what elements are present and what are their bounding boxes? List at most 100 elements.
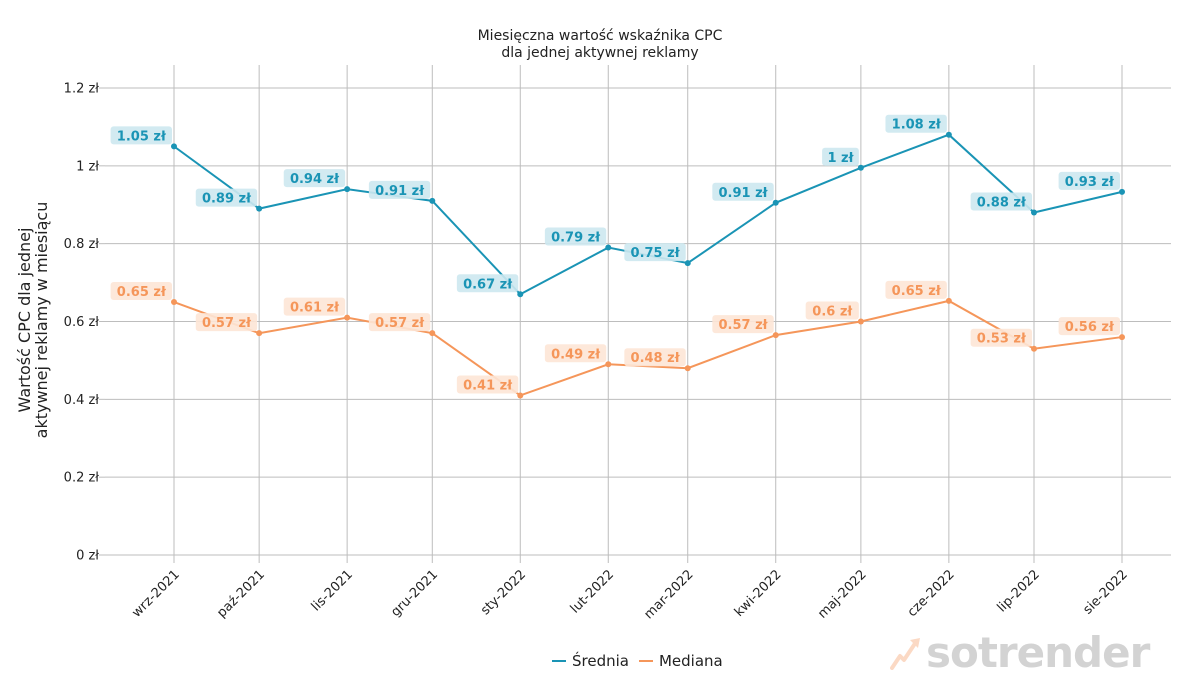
data-label-text: 0.65 zł <box>117 285 167 300</box>
data-label-mediana: 0.57 zł <box>368 313 431 332</box>
data-point-mediana <box>1119 334 1125 341</box>
data-label-text: 0.61 zł <box>290 301 340 316</box>
data-label-srednia: 0.75 zł <box>624 243 686 262</box>
data-label-mediana: 0.61 zł <box>283 297 346 316</box>
data-label-text: 1 zł <box>827 151 854 166</box>
data-label-text: 0.94 zł <box>290 172 340 187</box>
data-label-text: 0.67 zł <box>463 277 513 292</box>
data-point-srednia <box>344 186 351 193</box>
data-label-text: 0.65 zł <box>892 284 942 299</box>
data-label-mediana: 0.6 zł <box>805 301 859 320</box>
data-point-srednia <box>429 197 436 204</box>
data-label-bg <box>885 280 947 299</box>
y-axis-label-line: aktywnej reklamy w miesiącu <box>32 202 51 439</box>
x-tick-label: wrz-2021 <box>129 567 182 620</box>
data-label-text: 0.89 zł <box>202 192 252 207</box>
data-label-bg <box>1058 317 1120 336</box>
data-label-bg <box>1058 171 1120 190</box>
data-label-bg <box>456 375 519 394</box>
data-point-srednia <box>684 260 691 267</box>
data-point-srednia <box>605 244 612 251</box>
y-axis-label-line: Wartość CPC dla jednej <box>15 228 34 413</box>
data-label-bg <box>368 313 431 332</box>
data-point-mediana <box>857 318 864 325</box>
data-label-mediana: 0.65 zł <box>110 282 172 301</box>
sotrender-logo: sotrender <box>890 628 1150 677</box>
trend-arrow-icon <box>890 637 920 670</box>
legend-label-srednia: Średnia <box>572 652 629 670</box>
data-label-srednia: 1.08 zł <box>885 114 947 133</box>
data-label-bg <box>195 313 258 332</box>
data-label-text: 0.56 zł <box>1065 320 1115 335</box>
data-label-bg <box>822 147 859 166</box>
data-label-bg <box>110 282 172 301</box>
data-label-text: 0.88 zł <box>977 196 1027 211</box>
data-label-bg <box>195 188 258 207</box>
x-tick-label: maj-2022 <box>815 567 869 621</box>
data-point-srednia <box>256 205 263 212</box>
data-label-srednia: 0.94 zł <box>283 169 346 188</box>
x-tick-label: lis-2021 <box>309 567 356 614</box>
gridlines <box>105 65 1171 563</box>
data-labels: 1.05 zł 0.89 zł 0.94 zł 0.91 zł 0.67 zł 0.79 … <box>110 114 1120 394</box>
data-label-srednia: 1.05 zł <box>110 126 172 145</box>
x-tick-label: sty-2022 <box>478 567 529 618</box>
data-label-mediana: 0.65 zł <box>885 280 947 299</box>
data-label-bg <box>624 348 686 367</box>
data-label-bg <box>805 301 859 320</box>
logo-text: sotrender <box>926 628 1150 677</box>
series-line-mediana <box>173 299 1123 397</box>
legend-item-srednia[interactable]: Średnia <box>552 652 629 670</box>
data-label-bg <box>970 328 1033 347</box>
y-tick-label: 0.4 zł <box>64 393 100 408</box>
x-tick-label: cze-2022 <box>905 567 958 620</box>
y-tick-label: 1.2 zł <box>64 82 100 97</box>
data-label-text: 0.57 zł <box>719 318 769 333</box>
data-label-mediana: 0.53 zł <box>970 328 1033 347</box>
data-label-mediana: 0.56 zł <box>1058 317 1120 336</box>
data-label-srednia: 0.88 zł <box>970 192 1033 211</box>
data-point-srednia <box>945 131 952 138</box>
y-tick-label: 0.8 zł <box>64 237 100 252</box>
data-point-mediana <box>256 330 263 337</box>
data-label-bg <box>110 126 172 145</box>
legend-item-mediana[interactable]: Mediana <box>638 652 723 670</box>
data-label-srednia: 0.91 zł <box>368 180 431 199</box>
y-tick-label: 0.6 zł <box>64 315 100 330</box>
x-tick-label: sie-2022 <box>1081 567 1131 617</box>
legend-swatch-mediana <box>638 660 653 662</box>
data-label-text: 0.91 zł <box>719 186 769 201</box>
data-label-bg <box>970 192 1033 211</box>
data-label-bg <box>456 274 519 293</box>
data-point-mediana <box>605 361 612 368</box>
data-label-bg <box>624 243 686 262</box>
x-tick-label: lip-2022 <box>995 567 1043 615</box>
data-point-srednia <box>857 164 864 171</box>
data-point-mediana <box>429 330 436 337</box>
data-point-mediana <box>344 314 351 321</box>
data-label-bg <box>544 344 607 363</box>
legend-label-mediana: Mediana <box>658 652 723 670</box>
data-label-mediana: 0.49 zł <box>544 344 607 363</box>
data-label-text: 0.57 zł <box>202 316 252 331</box>
data-label-text: 0.41 zł <box>463 378 513 393</box>
data-label-text: 1.08 zł <box>892 118 942 133</box>
x-tick-label: gru-2021 <box>388 567 441 620</box>
data-label-mediana: 0.57 zł <box>195 313 258 332</box>
chart-title-line: Miesięczna wartość wskaźnika CPC <box>478 28 723 44</box>
x-tick-label: paź-2021 <box>214 567 268 621</box>
data-label-text: 0.93 zł <box>1065 175 1115 190</box>
y-axis-ticks: 0 zł 0.2 zł 0.4 zł 0.6 zł 0.8 zł 1 zł 1.2 zł <box>64 82 105 564</box>
data-label-text: 0.75 zł <box>631 246 681 261</box>
data-label-bg <box>368 180 431 199</box>
y-tick-label: 1 zł <box>76 159 99 174</box>
data-label-text: 0.57 zł <box>375 316 425 331</box>
x-tick-label: kwi-2022 <box>732 567 785 620</box>
x-tick-label: lut-2022 <box>568 567 617 616</box>
data-label-bg <box>283 297 346 316</box>
data-label-srednia: 0.89 zł <box>195 188 258 207</box>
data-label-bg <box>885 114 947 133</box>
data-point-mediana <box>517 392 524 399</box>
